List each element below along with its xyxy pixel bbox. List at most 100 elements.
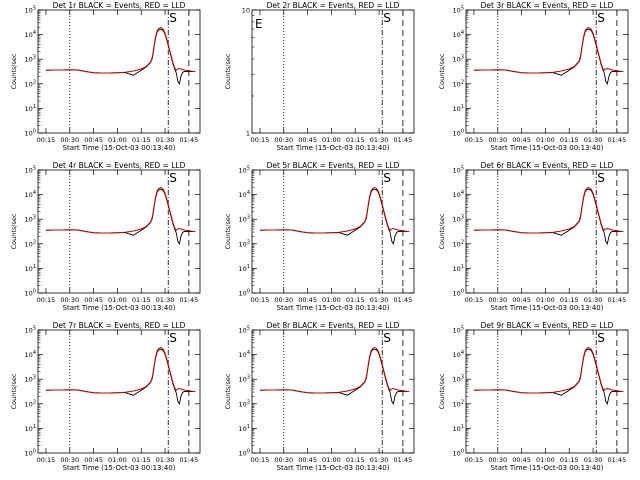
- y-tick-label: 100: [453, 289, 464, 298]
- y-tick-label: 102: [453, 399, 464, 408]
- x-tick-label: 00:30: [488, 296, 507, 304]
- x-tick-label: 01:30: [370, 456, 389, 464]
- panel-title: Det 9r BLACK = Events, RED = LLD: [481, 321, 614, 330]
- y-tick-label: 105: [453, 326, 464, 335]
- y-tick-label: 102: [453, 239, 464, 248]
- x-tick-label: 01:00: [108, 136, 127, 144]
- marker-label-s: S: [383, 331, 391, 345]
- plot-frame: [465, 169, 629, 294]
- y-tick-label: 104: [25, 190, 36, 199]
- marker-label-s: S: [169, 331, 177, 345]
- x-tick-label: 00:30: [60, 136, 79, 144]
- y-tick-label: 104: [25, 350, 36, 359]
- panel-title: Det 4r BLACK = Events, RED = LLD: [53, 161, 186, 170]
- y-tick-label: 1: [246, 130, 250, 138]
- y-tick-label: 102: [25, 399, 36, 408]
- x-tick-label: 00:30: [274, 136, 293, 144]
- y-tick-label: 102: [25, 79, 36, 88]
- x-tick-label: 00:30: [488, 136, 507, 144]
- y-tick-label: 103: [453, 375, 464, 384]
- lld-series-line: [259, 187, 410, 234]
- x-tick-label: 01:15: [346, 456, 365, 464]
- lld-series-line: [45, 27, 196, 74]
- events-series-line: [259, 188, 410, 245]
- y-tick-label: 105: [25, 326, 36, 335]
- panel-title: Det 2r BLACK = Events, RED = LLD: [267, 1, 400, 10]
- panel-2r: Det 2r BLACK = Events, RED = LLD 1 10 00:15…: [224, 1, 415, 152]
- panel-7r: Det 7r BLACK = Events, RED = LLD 100 101 10…: [10, 321, 201, 472]
- x-axis-label: Start Time (15-Oct-03 00:13:40): [277, 464, 390, 472]
- plot-frame: [465, 329, 629, 454]
- panel-3r: Det 3r BLACK = Events, RED = LLD 100 101 10…: [438, 1, 629, 152]
- y-axis-label: Counts/sec: [10, 213, 18, 249]
- x-axis-label: Start Time (15-Oct-03 00:13:40): [63, 304, 176, 312]
- x-tick-label: 00:15: [37, 296, 56, 304]
- x-tick-label: 01:15: [560, 456, 579, 464]
- x-axis-label: Start Time (15-Oct-03 00:13:40): [277, 144, 390, 152]
- x-axis-label: Start Time (15-Oct-03 00:13:40): [63, 144, 176, 152]
- x-axis-label: Start Time (15-Oct-03 00:13:40): [491, 144, 604, 152]
- x-tick-label: 00:30: [274, 296, 293, 304]
- events-series-line: [259, 348, 410, 405]
- y-tick-label: 103: [453, 55, 464, 64]
- panel-5r: Det 5r BLACK = Events, RED = LLD 100 101 10…: [224, 161, 415, 312]
- marker-label-e: E: [255, 17, 263, 31]
- y-axis-label: Counts/sec: [438, 213, 446, 249]
- x-tick-label: 00:15: [251, 296, 270, 304]
- panel-9r: Det 9r BLACK = Events, RED = LLD 100 101 10…: [438, 321, 629, 472]
- panel-title: Det 1r BLACK = Events, RED = LLD: [53, 1, 186, 10]
- y-tick-label: 105: [453, 6, 464, 15]
- y-tick-label: 100: [25, 289, 36, 298]
- plot-frame: [251, 9, 415, 134]
- y-tick-label: 104: [453, 190, 464, 199]
- x-tick-label: 01:15: [560, 136, 579, 144]
- marker-label-s: S: [597, 171, 605, 185]
- x-tick-label: 00:45: [298, 136, 317, 144]
- y-axis-label: Counts/sec: [10, 53, 18, 89]
- y-tick-label: 101: [239, 424, 250, 433]
- x-tick-label: 01:15: [132, 136, 151, 144]
- y-tick-label: 101: [25, 424, 36, 433]
- x-tick-label: 01:45: [180, 456, 199, 464]
- y-tick-label: 104: [25, 30, 36, 39]
- y-tick-label: 101: [453, 104, 464, 113]
- y-tick-label: 102: [239, 399, 250, 408]
- y-tick-label: 100: [25, 449, 36, 458]
- x-tick-label: 01:00: [322, 456, 341, 464]
- y-tick-label: 105: [25, 166, 36, 175]
- x-tick-label: 01:45: [394, 456, 413, 464]
- panel-title: Det 8r BLACK = Events, RED = LLD: [267, 321, 400, 330]
- x-tick-label: 00:15: [465, 296, 484, 304]
- y-tick-label: 103: [25, 215, 36, 224]
- y-axis-label: Counts/sec: [438, 373, 446, 409]
- marker-label-s: S: [383, 11, 391, 25]
- x-axis-label: Start Time (15-Oct-03 00:13:40): [491, 464, 604, 472]
- x-tick-label: 01:45: [180, 296, 199, 304]
- lld-series-line: [473, 187, 624, 234]
- x-tick-label: 00:30: [60, 296, 79, 304]
- x-tick-label: 01:30: [584, 456, 603, 464]
- marker-label-s: S: [383, 171, 391, 185]
- y-axis-label: Counts/sec: [438, 53, 446, 89]
- y-tick-label: 101: [453, 424, 464, 433]
- x-tick-label: 00:45: [298, 456, 317, 464]
- lld-series-line: [473, 347, 624, 394]
- panel-8r: Det 8r BLACK = Events, RED = LLD 100 101 10…: [224, 321, 415, 472]
- x-tick-label: 01:00: [536, 296, 555, 304]
- x-tick-label: 01:00: [536, 136, 555, 144]
- y-tick-label: 100: [239, 289, 250, 298]
- y-tick-label: 104: [453, 350, 464, 359]
- events-series-line: [473, 348, 624, 405]
- x-tick-label: 00:15: [465, 456, 484, 464]
- lld-series-line: [473, 27, 624, 74]
- plot-frame: [251, 329, 415, 454]
- x-tick-label: 01:45: [608, 136, 627, 144]
- y-tick-label: 101: [239, 264, 250, 273]
- x-axis-label: Start Time (15-Oct-03 00:13:40): [491, 304, 604, 312]
- x-tick-label: 01:30: [156, 296, 175, 304]
- x-tick-label: 00:30: [488, 456, 507, 464]
- x-tick-label: 00:15: [37, 456, 56, 464]
- marker-label-s: S: [169, 171, 177, 185]
- lld-series-line: [45, 187, 196, 234]
